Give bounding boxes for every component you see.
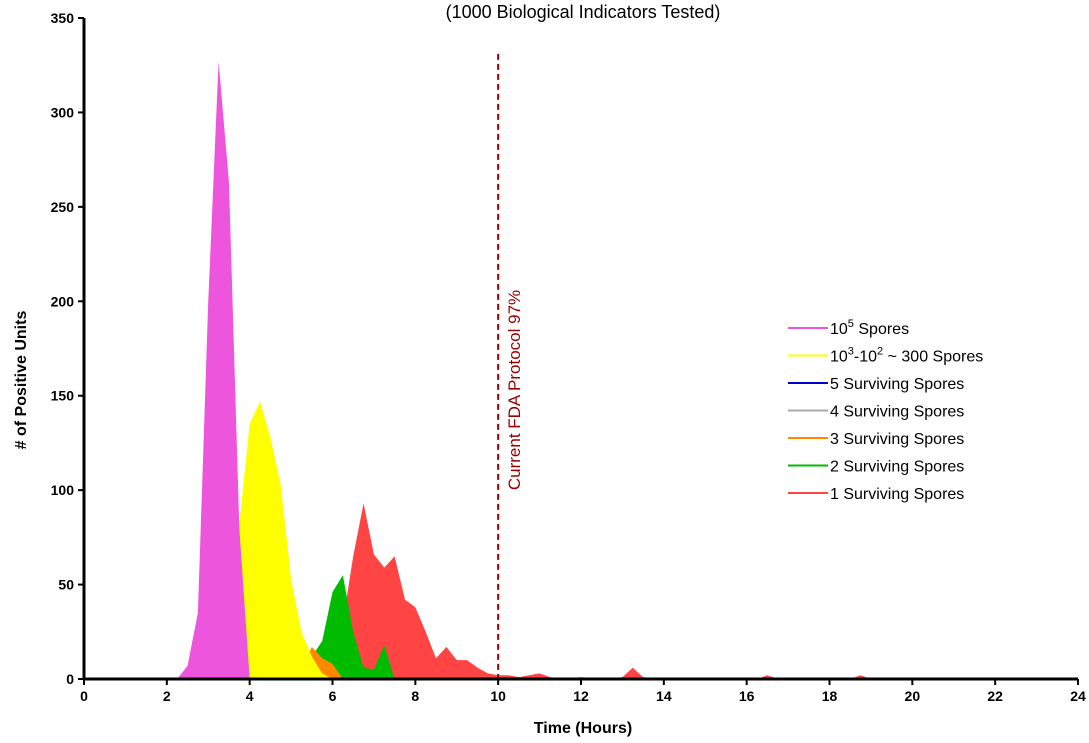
annotation-label: Current FDA Protocol 97% <box>505 290 524 490</box>
area-series-7 <box>177 61 250 679</box>
legend-label: 4 Surviving Spores <box>830 404 964 421</box>
y-tick-label: 100 <box>51 482 75 498</box>
y-tick-label: 150 <box>51 388 75 404</box>
legend-item-10-10-300-spores: 103-102 ~ 300 Spores <box>788 346 983 366</box>
y-axis-label: # of Positive Units <box>13 311 30 450</box>
legend-item-4-surviving-spores: 4 Surviving Spores <box>788 404 964 421</box>
y-axis-ticks: 0 50 100 150 200 250 300 350 <box>51 10 84 687</box>
area-series-1 <box>311 503 1078 679</box>
area-series-group <box>177 61 1078 679</box>
y-tick-label: 250 <box>51 199 75 215</box>
y-tick-label: 350 <box>51 10 75 26</box>
x-tick-label: 14 <box>656 688 672 704</box>
area-series-2 <box>270 575 395 679</box>
legend-item-1-surviving-spores: 1 Surviving Spores <box>788 486 964 503</box>
x-tick-label: 22 <box>987 688 1003 704</box>
y-tick-label: 200 <box>51 293 75 309</box>
annotation-group: Current FDA Protocol 97% <box>497 53 524 679</box>
x-tick-label: 10 <box>490 688 506 704</box>
y-tick-label: 300 <box>51 104 75 120</box>
legend-item-5-surviving-spores: 5 Surviving Spores <box>788 376 964 393</box>
x-tick-label: 12 <box>573 688 589 704</box>
x-tick-label: 2 <box>163 688 171 704</box>
x-tick-label: 0 <box>80 688 88 704</box>
legend-label: 1 Surviving Spores <box>830 486 964 503</box>
legend-label: 2 Surviving Spores <box>830 459 964 476</box>
legend-label: 3 Surviving Spores <box>830 431 964 448</box>
x-tick-label: 6 <box>329 688 337 704</box>
x-tick-label: 20 <box>905 688 921 704</box>
x-axis-label: Time (Hours) <box>534 720 632 737</box>
x-tick-label: 24 <box>1070 688 1086 704</box>
chart-subtitle: (1000 Biological Indicators Tested) <box>446 2 721 22</box>
x-tick-label: 4 <box>246 688 254 704</box>
legend: 105 Spores 103-102 ~ 300 Spores 5 Survivin… <box>788 318 983 503</box>
legend-item-2-surviving-spores: 2 Surviving Spores <box>788 459 964 476</box>
legend-label: 105 Spores <box>830 318 909 338</box>
x-tick-label: 16 <box>739 688 755 704</box>
legend-label: 103-102 ~ 300 Spores <box>830 346 983 366</box>
y-tick-label: 0 <box>66 671 74 687</box>
x-tick-label: 8 <box>411 688 419 704</box>
legend-item-3-surviving-spores: 3 Surviving Spores <box>788 431 964 448</box>
legend-item-10-spores: 105 Spores <box>788 318 909 338</box>
legend-label: 5 Surviving Spores <box>830 376 964 393</box>
x-axis-ticks: 0 2 4 6 8 10 12 14 16 18 20 22 24 <box>80 679 1086 704</box>
x-tick-label: 18 <box>822 688 838 704</box>
y-tick-label: 50 <box>58 577 74 593</box>
